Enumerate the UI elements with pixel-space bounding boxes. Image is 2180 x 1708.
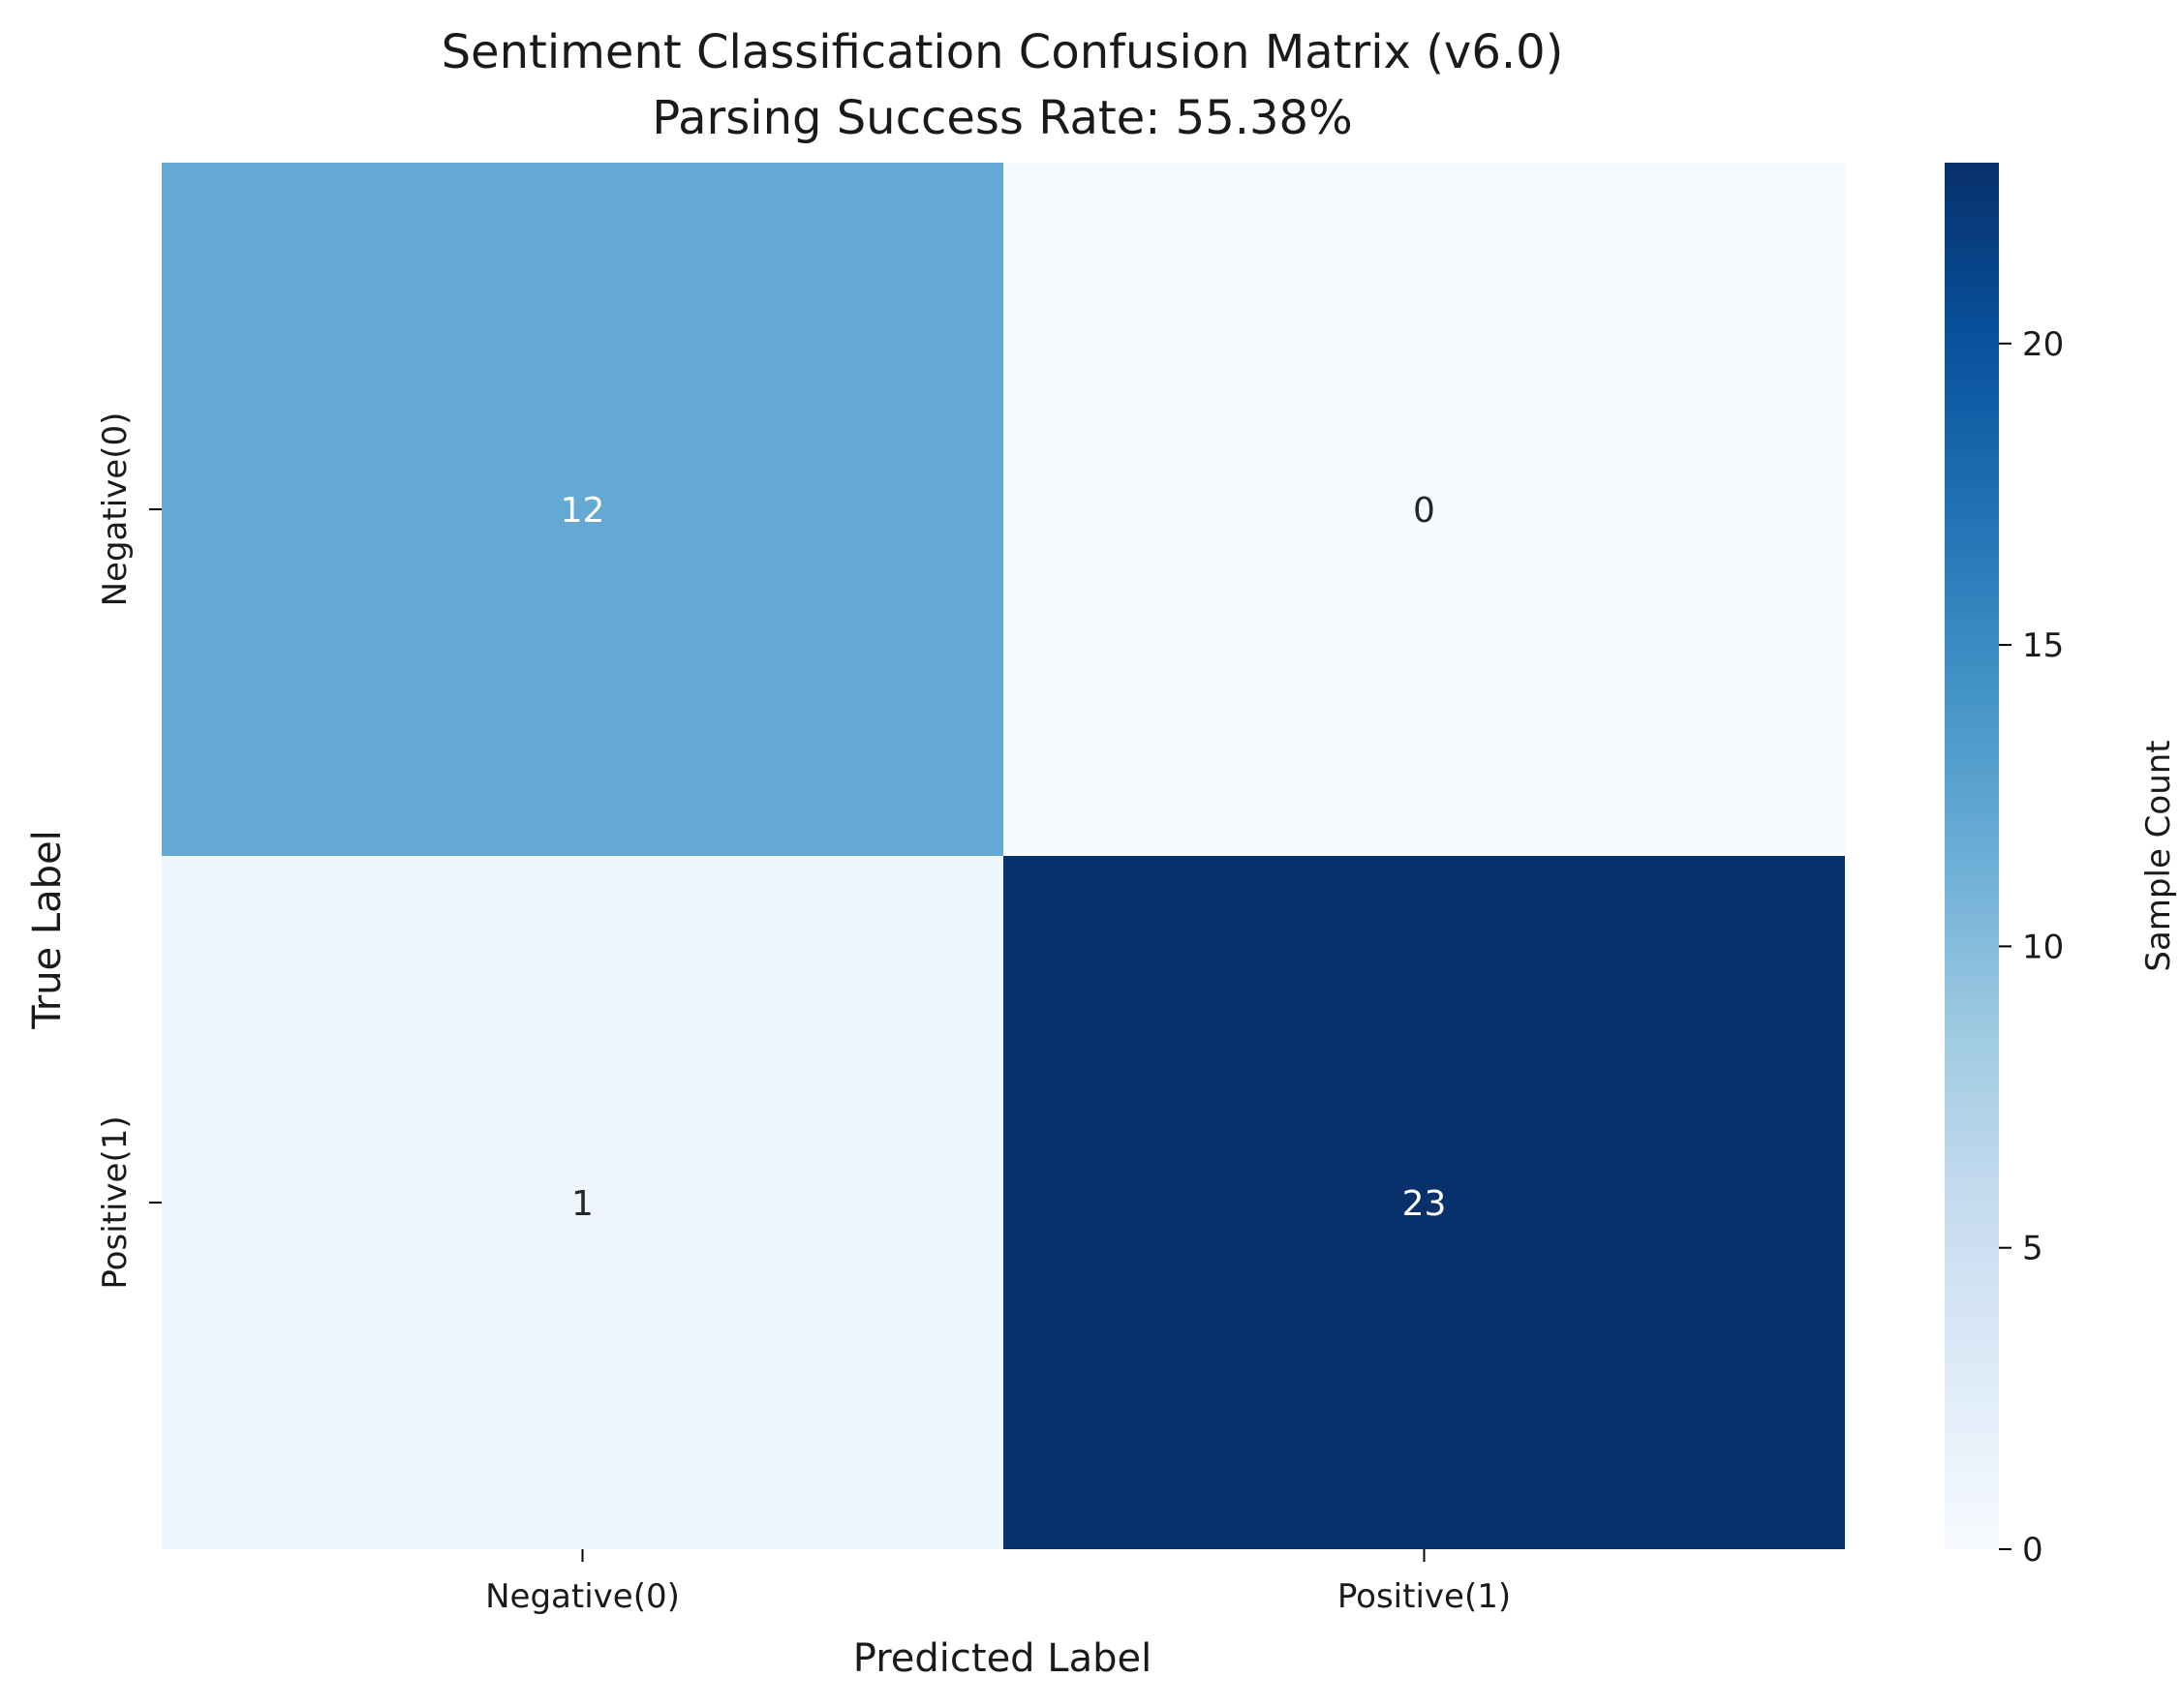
colorbar: [1945, 163, 1999, 1549]
colorbar-tick-label: 10: [2022, 928, 2064, 966]
heatmap-cell-labels: 12 0 1 23: [561, 491, 1447, 1224]
y-tick-label: Negative(0): [96, 412, 135, 607]
heatmap-cells: [162, 163, 1845, 1549]
heatmap-cell: [1003, 163, 1845, 856]
x-tick-label: Negative(0): [485, 1577, 680, 1616]
x-axis-label: Predicted Label: [853, 1636, 1151, 1681]
cell-value-label: 12: [561, 491, 605, 531]
y-axis-label: True Label: [25, 830, 70, 1030]
x-tick-label: Positive(1): [1337, 1577, 1511, 1616]
colorbar-tick-label: 0: [2022, 1531, 2043, 1570]
colorbar-ticks: 0 5 10 15 20: [1999, 325, 2064, 1570]
colorbar-label: Sample Count: [2139, 740, 2178, 971]
chart-title: Sentiment Classification Confusion Matri…: [442, 25, 1564, 79]
chart-subtitle: Parsing Success Rate: 55.38%: [652, 91, 1352, 145]
colorbar-tick-label: 5: [2022, 1230, 2043, 1268]
y-tick-label: Positive(1): [96, 1115, 135, 1289]
cell-value-label: 0: [1413, 491, 1435, 531]
colorbar-tick-label: 15: [2022, 626, 2064, 665]
heatmap-cell: [162, 856, 1003, 1549]
y-axis: Negative(0) Positive(1): [96, 412, 162, 1290]
cell-value-label: 1: [571, 1184, 594, 1224]
x-axis: Negative(0) Positive(1): [485, 1549, 1511, 1616]
cell-value-label: 23: [1402, 1184, 1447, 1224]
heatmap-cell: [162, 163, 1003, 856]
heatmap-cell: [1003, 856, 1845, 1549]
colorbar-tick-label: 20: [2022, 325, 2064, 364]
